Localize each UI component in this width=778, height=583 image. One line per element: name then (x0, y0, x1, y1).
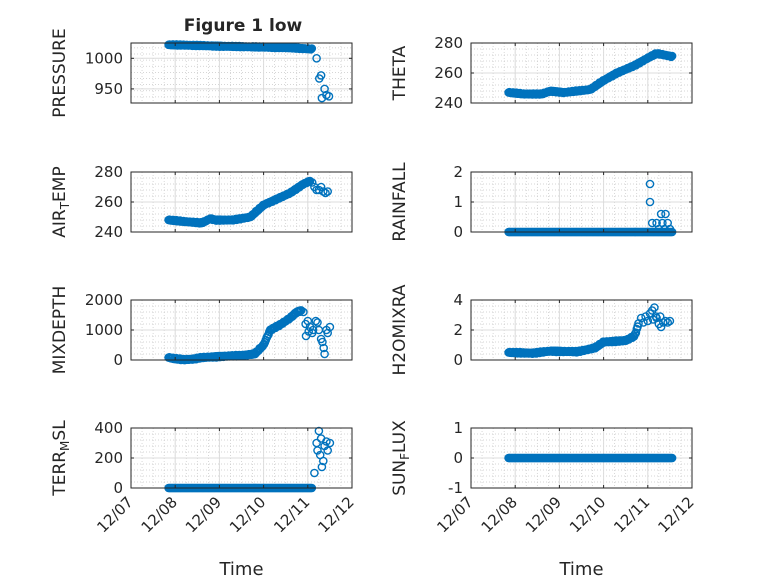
y-tick-label: 1 (453, 193, 463, 211)
y-tick-label: 0 (453, 449, 463, 467)
data-series (164, 40, 334, 103)
data-point (312, 54, 321, 63)
y-tick-label: 280 (94, 163, 123, 181)
y-tick-label: 1000 (85, 321, 123, 339)
data-point (647, 218, 657, 228)
x-axis-label: Time (218, 559, 263, 580)
data-point (313, 446, 322, 455)
data-point (665, 316, 675, 326)
data-point (307, 44, 317, 53)
y-axis-label: PRESSURE (50, 28, 70, 117)
data-point (318, 337, 327, 347)
subplot-0: 950 1000 PRESSURE (50, 28, 353, 118)
data-point (316, 71, 326, 80)
data-point (316, 182, 326, 192)
data-point (661, 316, 670, 326)
y-tick-label: 2000 (85, 291, 123, 309)
data-point (317, 462, 327, 472)
data-point (656, 209, 666, 219)
data-point (324, 92, 334, 101)
data-point (665, 224, 675, 234)
y-tick-label: 200 (94, 449, 123, 467)
y-axis-label: SUNFLUX (390, 420, 412, 496)
data-point (321, 188, 330, 198)
y-tick-label: 0 (113, 351, 123, 369)
y-tick-label: 0 (453, 223, 463, 241)
y-tick-label: 0 (453, 351, 463, 369)
y-tick-label: 400 (94, 419, 123, 437)
y-tick-label: 260 (434, 64, 463, 82)
data-point (666, 52, 676, 62)
data-point (323, 187, 333, 196)
data-point (307, 178, 317, 187)
data-point (311, 316, 321, 326)
data-point (308, 325, 318, 335)
data-series (504, 49, 677, 99)
data-point (295, 307, 304, 317)
y-axis-label: RAINFALL (390, 162, 410, 242)
y-tick-label: 1 (453, 419, 463, 437)
data-point (655, 312, 665, 321)
data-point (631, 328, 641, 338)
subplot-3: 0 1 2 RAINFALL (390, 162, 693, 242)
y-axis-label: THETA (390, 45, 410, 101)
y-tick-label: 240 (434, 94, 463, 112)
data-point (645, 197, 655, 207)
y-tick-label: 0 (113, 479, 123, 497)
y-tick-label: 950 (94, 80, 123, 98)
y-tick-label: 4 (453, 291, 463, 309)
x-axis-label: Time (558, 559, 603, 580)
subplot-4: 0 1000 2000 MIXDEPTH (50, 286, 353, 375)
data-point (667, 453, 677, 463)
data-point (323, 446, 333, 455)
y-tick-label: 2 (453, 321, 463, 339)
data-series (504, 453, 677, 463)
data-point (306, 45, 316, 54)
y-tick-label: 280 (434, 34, 463, 52)
y-axis-label: TERRMSL (50, 420, 72, 497)
data-point (314, 426, 324, 436)
data-point (304, 327, 314, 336)
subplot-1: 240 260 280 THETA (390, 34, 693, 112)
y-tick-label: 2 (453, 163, 463, 181)
y-tick-label: -1 (448, 479, 463, 497)
data-point (310, 468, 319, 478)
data-point (663, 318, 673, 327)
y-tick-label: 1000 (85, 49, 123, 67)
data-point (319, 343, 329, 353)
subplot-5: 0 2 4 H2OMIXRA (390, 284, 693, 376)
data-series (164, 176, 333, 228)
data-point (325, 438, 335, 448)
data-point (320, 349, 329, 359)
y-tick-label: 260 (94, 193, 123, 211)
figure-title: Figure 1 low (184, 16, 303, 36)
axes-box (130, 42, 353, 104)
data-point (301, 331, 311, 341)
data-point (318, 456, 328, 466)
data-point (299, 307, 308, 317)
y-axis-label: AIRTEMP (50, 166, 72, 237)
y-tick-label: 240 (94, 223, 123, 241)
data-point (643, 316, 653, 326)
data-point (650, 303, 659, 312)
data-point (318, 187, 328, 196)
data-point (651, 312, 661, 321)
y-axis-label: H2OMIXRA (390, 284, 410, 375)
data-point (325, 322, 335, 332)
data-series (504, 303, 675, 359)
data-point (661, 209, 670, 219)
y-axis-label: MIXDEPTH (50, 286, 70, 375)
data-point (296, 306, 306, 315)
subplot-2: 240 260 280 AIRTEMP (50, 163, 353, 241)
data-point (667, 51, 677, 61)
data-point (645, 179, 655, 189)
data-point (656, 322, 666, 332)
